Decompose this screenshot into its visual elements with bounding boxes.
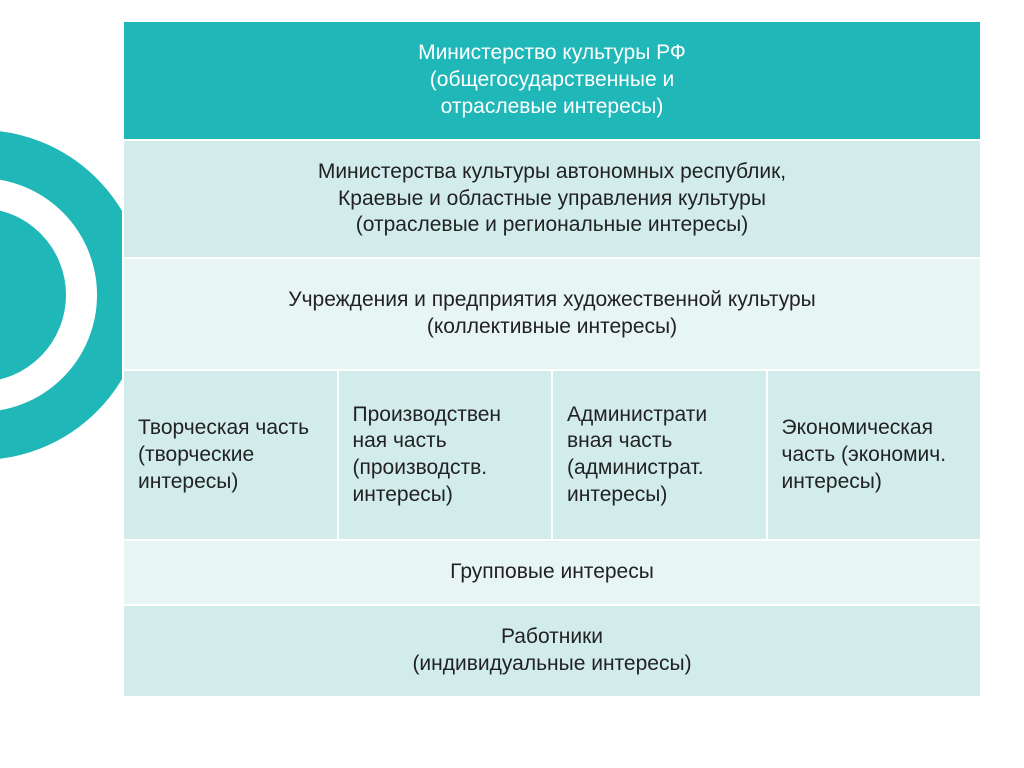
hierarchy-table: Министерство культуры РФ(общегосударстве… (122, 20, 982, 698)
hierarchy-table-container: Министерство культуры РФ(общегосударстве… (122, 20, 982, 698)
table-row: Групповые интересы (123, 540, 981, 605)
cell-text: Министерство культуры РФ(общегосударстве… (124, 22, 980, 139)
table-cell: Министерства культуры автономных республ… (123, 140, 981, 259)
table-row: Министерство культуры РФ(общегосударстве… (123, 21, 981, 140)
cell-text: Творческая часть (творческие интересы) (124, 397, 337, 514)
cell-text: Экономическая часть (экономич. интересы) (768, 397, 981, 514)
table-row: Творческая часть (творческие интересы)Пр… (123, 370, 981, 540)
table-cell: Работники(индивидуальные интересы) (123, 605, 981, 697)
hierarchy-table-body: Министерство культуры РФ(общегосударстве… (123, 21, 981, 697)
table-row: Министерства культуры автономных республ… (123, 140, 981, 259)
table-cell: Групповые интересы (123, 540, 981, 605)
cell-text: Производственная часть (производств. инт… (339, 384, 552, 528)
slide: Министерство культуры РФ(общегосударстве… (0, 0, 1024, 768)
table-cell: Административная часть (администрат. инт… (552, 370, 767, 540)
table-cell: Министерство культуры РФ(общегосударстве… (123, 21, 981, 140)
cell-text: Групповые интересы (124, 541, 980, 604)
cell-text: Министерства культуры автономных республ… (124, 141, 980, 258)
table-cell: Творческая часть (творческие интересы) (123, 370, 338, 540)
cell-text: Административная часть (администрат. инт… (553, 384, 766, 528)
table-cell: Экономическая часть (экономич. интересы) (767, 370, 982, 540)
cell-text: Работники(индивидуальные интересы) (124, 606, 980, 696)
cell-text: Учреждения и предприятия художественной … (124, 269, 980, 359)
table-cell: Учреждения и предприятия художественной … (123, 258, 981, 370)
table-row: Учреждения и предприятия художественной … (123, 258, 981, 370)
table-row: Работники(индивидуальные интересы) (123, 605, 981, 697)
table-cell: Производственная часть (производств. инт… (338, 370, 553, 540)
